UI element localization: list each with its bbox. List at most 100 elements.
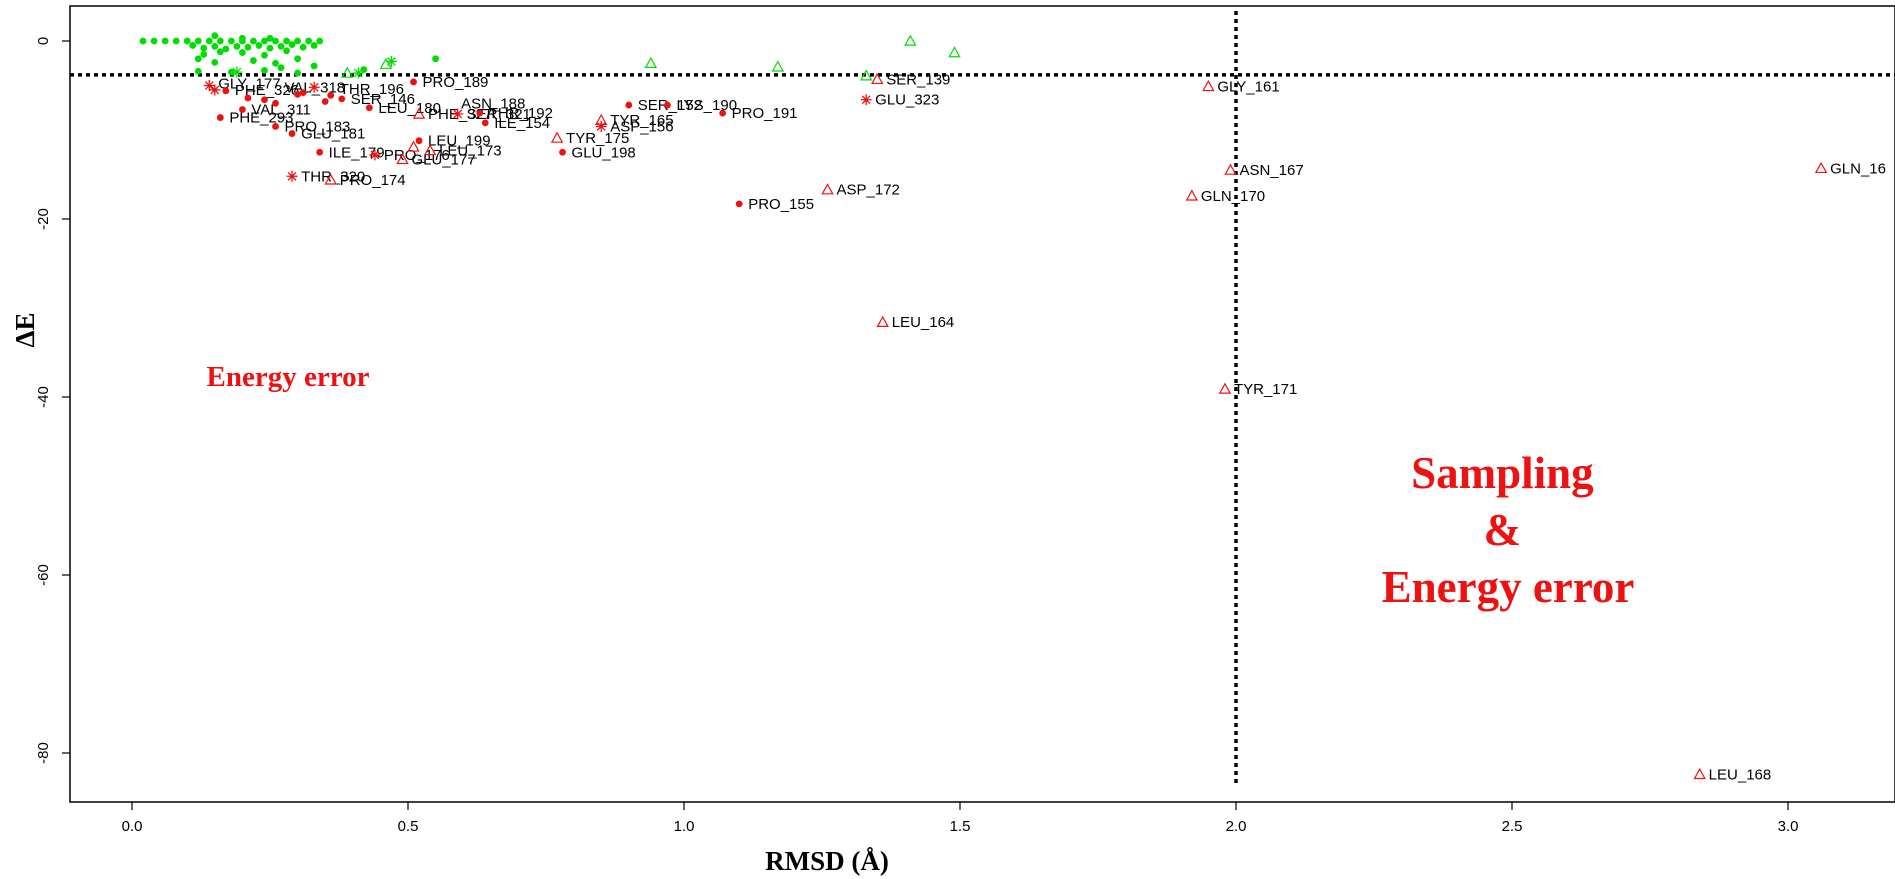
- data-point-circle: [211, 32, 219, 40]
- point-label: ASN_188: [461, 95, 525, 112]
- point-label: GLU_177: [411, 151, 475, 168]
- data-point-circle: [283, 37, 290, 45]
- point-label: ASP_172: [837, 182, 900, 199]
- point-label: ILE_179: [329, 144, 385, 161]
- data-point-triangle: [423, 144, 437, 156]
- data-point-star: [209, 84, 221, 96]
- data-point-triangle: [1814, 161, 1828, 174]
- data-point-circle: [277, 42, 285, 50]
- data-point-circle: [227, 68, 235, 76]
- data-point-circle: [194, 55, 202, 63]
- point-label: TYR_165: [610, 112, 673, 129]
- data-point-circle: [194, 67, 202, 75]
- data-point-circle: [321, 98, 329, 105]
- x-tick-label: 0.5: [398, 818, 419, 835]
- data-point-star: [452, 108, 464, 120]
- data-point-circle: [261, 66, 268, 74]
- data-point-circle: [559, 148, 566, 156]
- data-points: [139, 32, 1828, 780]
- x-tick-label: 2.0: [1226, 818, 1247, 835]
- data-point-triangle: [644, 56, 658, 69]
- data-point-triangle: [904, 34, 917, 46]
- data-point-triangle: [948, 46, 961, 58]
- plot-frame: [69, 5, 1895, 803]
- point-label: VAL_311: [251, 102, 311, 119]
- data-point-circle: [365, 104, 373, 112]
- data-point-circle: [239, 49, 246, 56]
- data-point-star: [203, 80, 215, 91]
- point-label: TYR_175: [566, 130, 629, 147]
- data-point-triangle: [407, 140, 420, 152]
- data-point-circle: [299, 89, 307, 97]
- point-label: ASN_167: [1239, 162, 1303, 179]
- data-point-circle: [194, 37, 202, 45]
- data-point-circle: [211, 58, 219, 66]
- point-label: GLU_181: [301, 126, 365, 143]
- data-point-circle: [294, 55, 301, 63]
- point-label: GLY_177: [218, 76, 280, 93]
- data-point-circle: [735, 200, 743, 208]
- energy-error-annotation: Energy error: [207, 361, 370, 393]
- data-point-circle: [216, 48, 224, 56]
- data-point-triangle: [341, 66, 354, 78]
- data-point-circle: [150, 37, 158, 45]
- point-label: LEU_168: [1709, 766, 1772, 783]
- data-point-circle: [227, 37, 235, 45]
- data-point-circle: [415, 137, 423, 145]
- data-point-circle: [299, 43, 307, 51]
- y-tick-label: -60: [35, 564, 52, 586]
- point-label: THR_320: [301, 168, 365, 185]
- data-point-circle: [216, 37, 224, 45]
- y-tick-label: -40: [35, 386, 52, 408]
- data-point-triangle: [859, 69, 873, 81]
- point-label: ILE_154: [494, 115, 550, 132]
- point-label: LYS_190: [676, 97, 737, 114]
- data-point-circle: [316, 37, 324, 45]
- data-point-circle: [360, 66, 368, 73]
- data-point-circle: [327, 91, 335, 99]
- point-label: GLY_161: [1217, 78, 1279, 95]
- data-point-circle: [288, 41, 296, 48]
- data-point-circle: [294, 37, 301, 45]
- data-point-circle: [250, 37, 257, 45]
- data-point-triangle: [1218, 382, 1232, 394]
- data-point-circle: [216, 114, 224, 121]
- data-point-circle: [211, 42, 219, 50]
- data-point-star: [286, 170, 298, 182]
- data-point-circle: [205, 37, 213, 45]
- data-point-circle: [277, 64, 285, 72]
- y-axis: 0 -20 -40 -60 -80: [35, 37, 70, 764]
- data-point-circle: [239, 34, 246, 42]
- data-point-circle: [266, 34, 274, 42]
- data-point-circle: [294, 91, 301, 98]
- point-label: LEU_164: [892, 314, 955, 331]
- data-point-circle: [200, 50, 208, 58]
- data-point-circle: [310, 62, 318, 70]
- point-label: PRO_191: [732, 105, 798, 122]
- data-point-circle: [233, 42, 241, 50]
- data-point-triangle: [1202, 79, 1215, 92]
- data-point-circle: [410, 78, 417, 86]
- y-tick-label: -20: [35, 208, 52, 230]
- data-point-triangle: [771, 60, 785, 72]
- data-point-circle: [172, 37, 180, 45]
- data-point-triangle: [396, 152, 409, 165]
- point-label: PRO_174: [340, 172, 406, 189]
- y-axis-title: ΔE: [10, 313, 40, 348]
- data-point-circle: [261, 51, 268, 59]
- data-point-circle: [244, 94, 252, 102]
- point-label: GLU_198: [572, 144, 636, 161]
- data-point-triangle: [550, 131, 564, 143]
- x-axis: 0.0 0.5 1.0 1.5 2.0 2.5 3.0: [122, 802, 1798, 835]
- point-label: SER_146: [351, 91, 415, 108]
- point-labels: GLY_177PHE_326VAL_311PHE_293PRO_183GLU_1…: [218, 71, 1886, 783]
- data-point-circle: [183, 37, 191, 45]
- data-point-circle: [338, 95, 346, 103]
- data-point-circle: [255, 42, 263, 49]
- point-label: GLU_323: [875, 92, 939, 109]
- sampling-energy-error-annotation: Sampling & Energy error: [1382, 448, 1635, 612]
- data-point-circle: [222, 87, 230, 95]
- data-point-circle: [432, 55, 439, 63]
- data-point-circle: [222, 45, 230, 53]
- data-point-circle: [283, 47, 290, 55]
